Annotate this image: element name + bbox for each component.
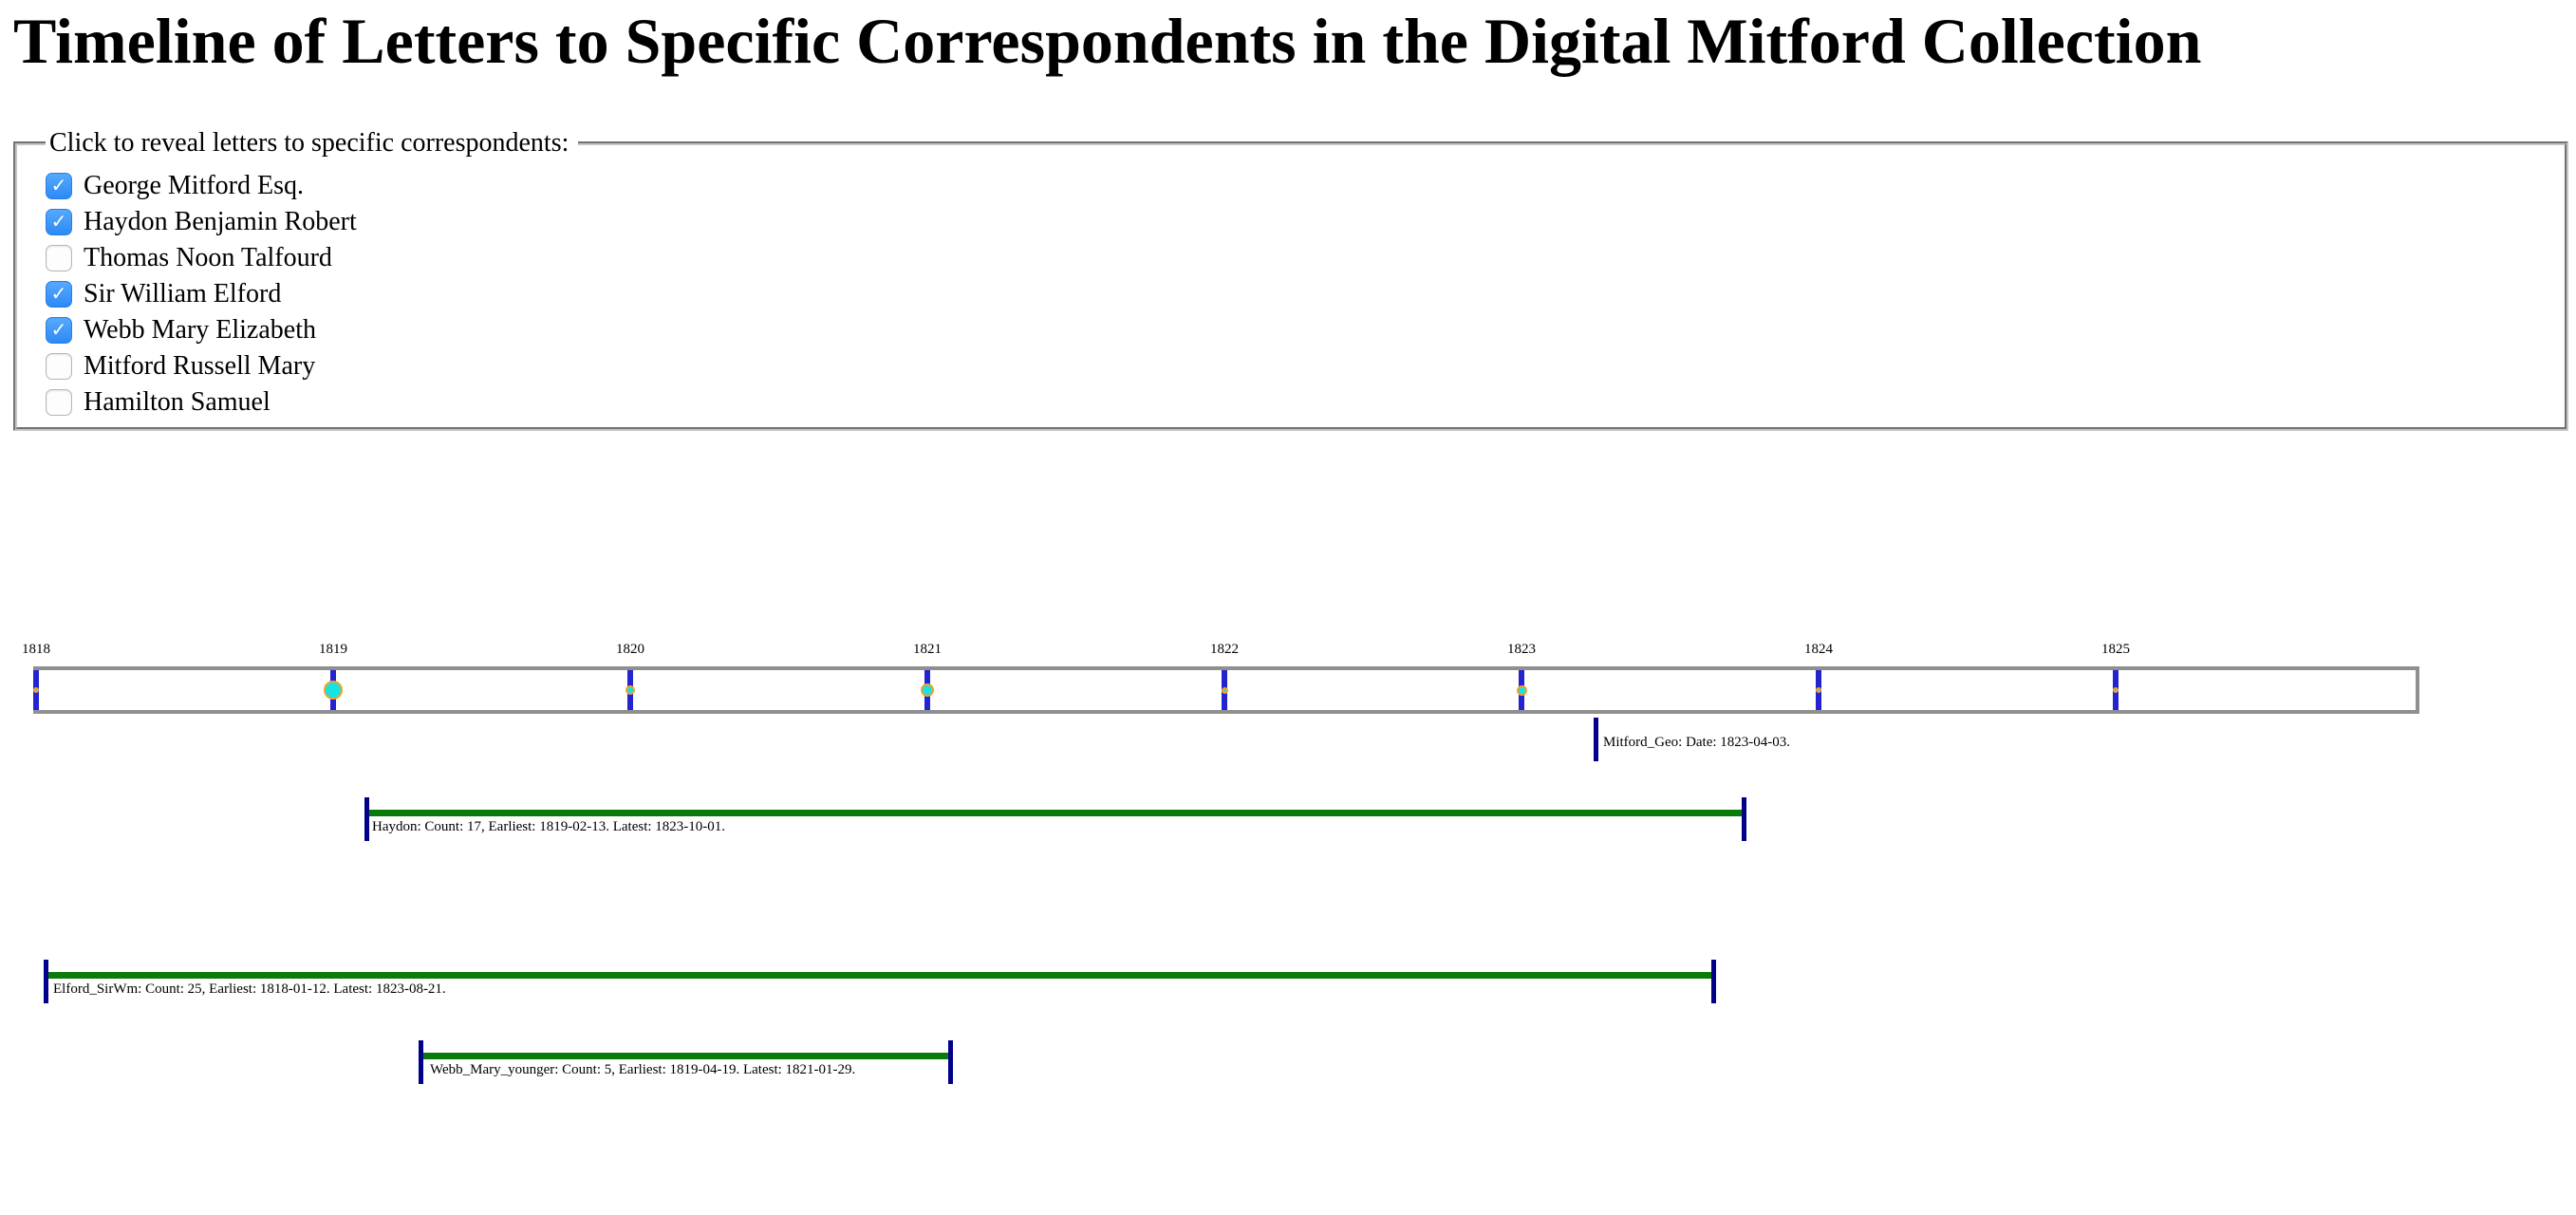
year-label-1823: 1823 bbox=[1507, 642, 1536, 657]
span-bar-elford bbox=[48, 972, 1711, 979]
list-item: George Mitford Esq. bbox=[46, 168, 2565, 204]
checkbox-label: Sir William Elford bbox=[84, 278, 282, 308]
year-label-1821: 1821 bbox=[913, 642, 942, 657]
checkbox-webb-mary-elizabeth[interactable] bbox=[46, 316, 72, 344]
checkbox-haydon-benjamin-robert[interactable] bbox=[46, 208, 72, 235]
year-marker-dot-1822 bbox=[1222, 687, 1228, 694]
checkbox-label: Hamilton Samuel bbox=[84, 386, 271, 417]
checkbox-label: Thomas Noon Talfourd bbox=[84, 242, 332, 272]
year-marker-dot-1825 bbox=[2113, 687, 2119, 693]
year-label-1819: 1819 bbox=[319, 642, 347, 657]
correspondent-filter-fieldset: Click to reveal letters to specific corr… bbox=[13, 128, 2568, 431]
filter-legend: Click to reveal letters to specific corr… bbox=[49, 128, 569, 158]
list-item: Hamilton Samuel bbox=[46, 384, 2565, 421]
page-title: Timeline of Letters to Specific Correspo… bbox=[13, 5, 2202, 77]
year-label-1818: 1818 bbox=[22, 642, 50, 657]
list-item: Webb Mary Elizabeth bbox=[46, 312, 2565, 348]
span-bar-haydon bbox=[369, 810, 1742, 816]
list-item: Sir William Elford bbox=[46, 276, 2565, 312]
event-label-elford: Elford_SirWm: Count: 25, Earliest: 1818-… bbox=[53, 981, 446, 997]
span-end-cap-haydon bbox=[1742, 797, 1746, 841]
span-start-cap-elford bbox=[44, 960, 48, 1003]
checkbox-thomas-noon-talfourd[interactable] bbox=[46, 244, 72, 271]
list-item: Mitford Russell Mary bbox=[46, 348, 2565, 384]
event-tick-mitford-geo bbox=[1594, 718, 1598, 761]
span-start-cap-haydon bbox=[364, 797, 369, 841]
checkbox-label: Mitford Russell Mary bbox=[84, 350, 316, 381]
checkbox-mitford-russell-mary[interactable] bbox=[46, 352, 72, 380]
checkbox-label: George Mitford Esq. bbox=[84, 170, 304, 200]
checkbox-label: Haydon Benjamin Robert bbox=[84, 206, 357, 236]
event-label-haydon: Haydon: Count: 17, Earliest: 1819-02-13.… bbox=[372, 819, 726, 834]
year-marker-dot-1820 bbox=[625, 685, 635, 695]
year-label-1820: 1820 bbox=[616, 642, 644, 657]
event-label-webb: Webb_Mary_younger: Count: 5, Earliest: 1… bbox=[430, 1062, 856, 1077]
year-marker-dot-1818 bbox=[33, 687, 39, 693]
year-marker-dot-1819 bbox=[324, 681, 343, 700]
checkbox-label: Webb Mary Elizabeth bbox=[84, 314, 316, 345]
list-item: Haydon Benjamin Robert bbox=[46, 204, 2565, 240]
year-label-1824: 1824 bbox=[1804, 642, 1833, 657]
span-end-cap-webb bbox=[948, 1040, 953, 1084]
year-marker-dot-1824 bbox=[1816, 687, 1821, 693]
checkbox-sir-william-elford[interactable] bbox=[46, 280, 72, 308]
span-bar-webb bbox=[423, 1053, 948, 1059]
checkbox-hamilton-samuel[interactable] bbox=[46, 388, 72, 416]
year-label-1822: 1822 bbox=[1210, 642, 1239, 657]
year-marker-dot-1823 bbox=[1517, 685, 1527, 696]
span-end-cap-elford bbox=[1711, 960, 1716, 1003]
correspondent-list: George Mitford Esq. Haydon Benjamin Robe… bbox=[46, 168, 2565, 421]
list-item: Thomas Noon Talfourd bbox=[46, 240, 2565, 276]
checkbox-george-mitford-esq[interactable] bbox=[46, 172, 72, 199]
event-label-mitford-geo: Mitford_Geo: Date: 1823-04-03. bbox=[1603, 735, 1791, 750]
span-start-cap-webb bbox=[419, 1040, 423, 1084]
year-label-1825: 1825 bbox=[2101, 642, 2130, 657]
year-marker-dot-1821 bbox=[921, 683, 934, 697]
